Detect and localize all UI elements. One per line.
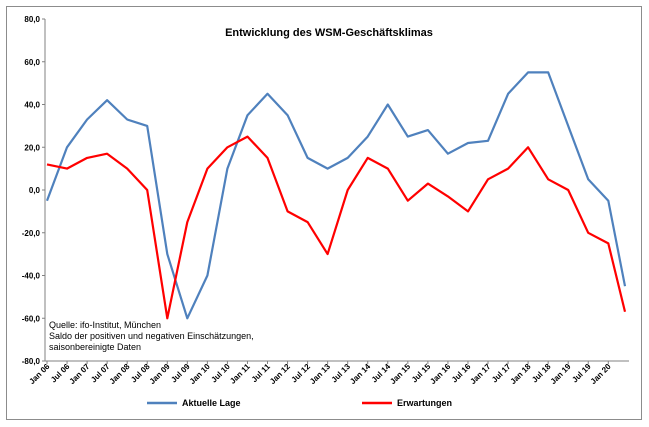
legend-label: Erwartungen — [397, 398, 452, 408]
series-line-aktuelle-lage — [45, 71, 627, 320]
line-chart: Entwicklung des WSM-Geschäftsklimas 80,0… — [22, 15, 629, 408]
x-tick-label: Jan 17 — [468, 362, 492, 386]
y-tick-label: -40,0 — [22, 272, 41, 281]
x-tick-label: Jan 07 — [68, 362, 92, 386]
source-note-line: Quelle: ifo-Institut, München — [49, 320, 161, 330]
y-tick-label: 40,0 — [24, 101, 40, 110]
chart-title: Entwicklung des WSM-Geschäftsklimas — [225, 27, 433, 39]
x-tick-label: Jan 13 — [308, 362, 332, 386]
series-line-erwartungen — [46, 135, 627, 320]
x-tick-label: Jan 11 — [228, 362, 252, 386]
x-tick-label: Jan 14 — [348, 362, 372, 386]
y-tick-label: -60,0 — [22, 314, 41, 323]
x-tick-label: Jan 12 — [268, 362, 292, 386]
x-tick-label: Jan 15 — [388, 362, 412, 386]
y-tick-label: -20,0 — [22, 229, 41, 238]
y-tick-label: -80,0 — [22, 357, 41, 366]
source-note-line: saisonbereinigte Daten — [49, 342, 141, 352]
x-tick-label: Jan 19 — [549, 362, 573, 386]
x-tick-label: Jan 16 — [428, 362, 452, 386]
x-tick-label: Jan 18 — [509, 362, 533, 386]
x-tick-label: Jan 10 — [188, 362, 212, 386]
y-tick-label: 20,0 — [24, 143, 40, 152]
y-tick-label: 0,0 — [29, 186, 41, 195]
y-tick-label: 60,0 — [24, 58, 40, 67]
x-tick-label: Jan 09 — [148, 362, 172, 386]
chart-frame: Entwicklung des WSM-Geschäftsklimas 80,0… — [6, 6, 642, 420]
x-tick-label: Jan 08 — [108, 362, 132, 386]
y-tick-label: 80,0 — [24, 15, 40, 24]
source-note-line: Saldo der positiven und negativen Einsch… — [49, 331, 254, 341]
x-tick-label: Jan 20 — [589, 362, 613, 386]
legend-label: Aktuelle Lage — [182, 398, 241, 408]
